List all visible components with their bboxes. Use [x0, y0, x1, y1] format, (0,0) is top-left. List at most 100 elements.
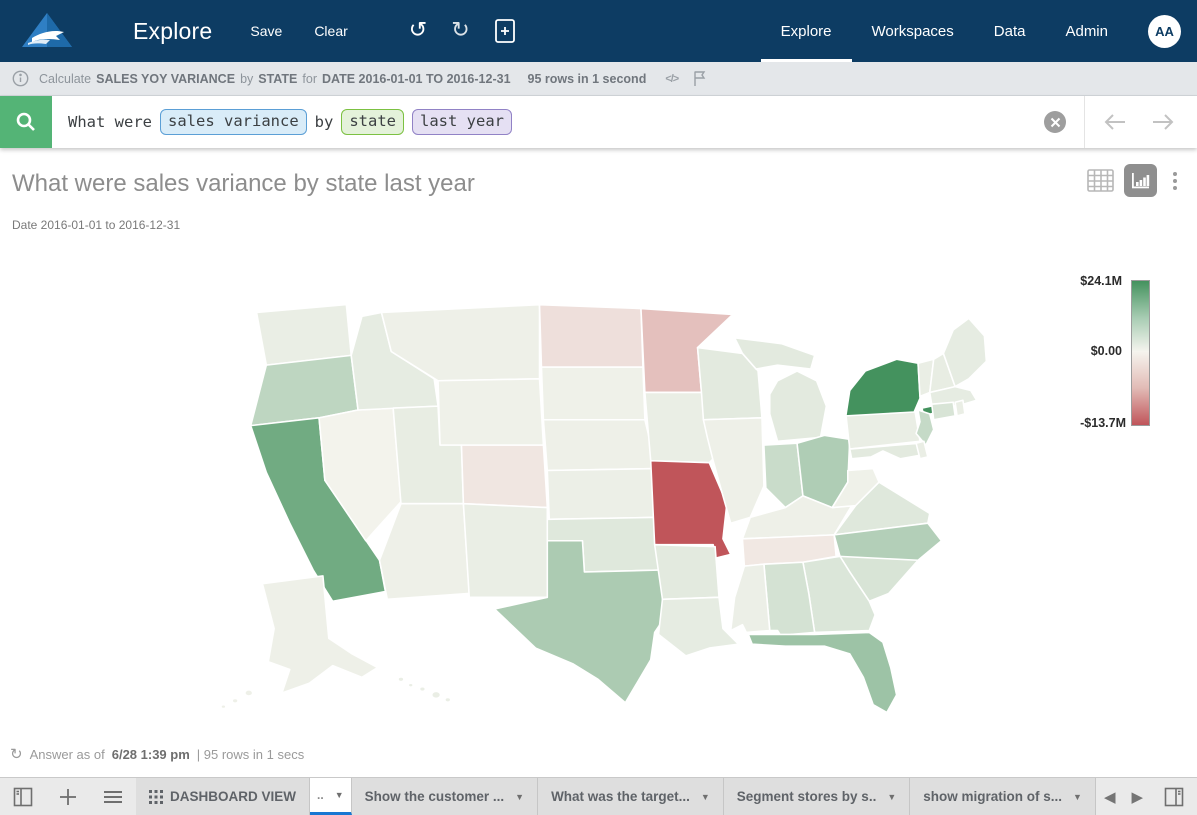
nav-explore[interactable]: Explore: [760, 0, 852, 62]
answer-timestamp: 6/28 1:39 pm: [111, 746, 190, 762]
new-answer-icon[interactable]: [494, 18, 516, 44]
view-code-icon[interactable]: </>: [665, 72, 679, 85]
chart-view-icon[interactable]: [1124, 164, 1157, 197]
chevron-down-icon[interactable]: ▼: [700, 791, 710, 802]
tab-what-was-the-target[interactable]: What was the target... ▼: [538, 778, 724, 815]
state-HI-island[interactable]: [397, 676, 405, 683]
state-HI-island[interactable]: [407, 682, 414, 688]
search-button[interactable]: [0, 96, 52, 148]
page-title: Explore: [133, 17, 213, 44]
state-AK[interactable]: [261, 575, 379, 694]
nav-data[interactable]: Data: [993, 22, 1026, 40]
state-MI_UP[interactable]: [733, 337, 816, 370]
state-AK-island[interactable]: [231, 697, 239, 704]
interpretation-daterange: DATE 2016-01-01 TO 2016-12-31: [321, 71, 511, 86]
tab-show-the-customer[interactable]: Show the customer ... ▼: [351, 778, 539, 815]
nav-admin[interactable]: Admin: [1065, 22, 1108, 40]
avatar[interactable]: AA: [1148, 14, 1181, 48]
chevron-down-icon[interactable]: ▼: [515, 791, 525, 802]
clear-query-icon[interactable]: [1044, 111, 1066, 133]
history-back-icon[interactable]: [1103, 113, 1127, 131]
state-IL[interactable]: [702, 417, 765, 524]
state-WA[interactable]: [255, 303, 352, 366]
query-interpretation-bar: Calculate SALES YOY VARIANCE by STATE fo…: [0, 62, 1197, 96]
state-VA[interactable]: [833, 481, 931, 536]
chevron-down-icon[interactable]: ▼: [887, 791, 897, 802]
state-ME[interactable]: [942, 317, 988, 388]
tab-label: show migration of s...: [923, 789, 1063, 804]
legend-min-label: -$13.7M: [1080, 416, 1126, 430]
tab-label: DASHBOARD VIEW: [170, 789, 297, 804]
state-AK-island[interactable]: [220, 703, 227, 710]
info-icon[interactable]: [12, 70, 29, 87]
token-time[interactable]: last year: [412, 109, 512, 135]
row-stats: 95 rows in 1 second: [527, 71, 647, 86]
state-HI-island[interactable]: [418, 685, 427, 693]
panel-left-icon[interactable]: [0, 778, 46, 815]
primary-nav: Explore Workspaces Data Admin AA: [760, 0, 1197, 62]
answer-panel: What were sales variance by state last y…: [0, 148, 1197, 777]
state-NY[interactable]: [845, 358, 921, 417]
state-NJ[interactable]: [915, 409, 935, 446]
state-LA[interactable]: [657, 596, 740, 657]
tab-list-icon[interactable]: [90, 778, 136, 815]
answer-title: What were sales variance by state last y…: [12, 170, 475, 197]
state-AK-island[interactable]: [244, 689, 254, 697]
tab-show-migration[interactable]: show migration of s... ▼: [910, 778, 1096, 815]
query-text: by: [314, 112, 334, 131]
tabs-scroll-left-icon[interactable]: ◀: [1103, 787, 1116, 806]
state-RI[interactable]: [954, 399, 966, 417]
state-CO[interactable]: [460, 444, 549, 509]
redo-icon[interactable]: ↻: [451, 18, 470, 43]
more-options-icon[interactable]: [1167, 168, 1183, 194]
chevron-down-icon[interactable]: ▼: [334, 790, 344, 800]
tab-label: Show the customer ...: [364, 789, 505, 804]
state-ND[interactable]: [538, 303, 644, 368]
state-CT[interactable]: [930, 401, 956, 421]
clear-button[interactable]: Clear: [314, 23, 348, 39]
state-FL[interactable]: [747, 631, 898, 714]
legend-max-label: $24.1M: [1080, 274, 1122, 288]
state-NM[interactable]: [462, 502, 549, 599]
tabs-scroll-right-icon[interactable]: ▶: [1131, 787, 1144, 806]
tab-current-answer[interactable]: .. ▼: [310, 778, 352, 815]
state-TX[interactable]: [493, 539, 670, 704]
state-IN[interactable]: [763, 442, 804, 509]
state-MS[interactable]: [729, 563, 771, 634]
search-bar: What were sales variance by state last y…: [0, 96, 1197, 148]
history-forward-icon[interactable]: [1151, 113, 1175, 131]
save-button[interactable]: Save: [250, 23, 283, 39]
refresh-icon[interactable]: ↻: [10, 745, 23, 763]
state-AZ[interactable]: [378, 502, 471, 601]
app-header: Explore Save Clear ↺ ↻ Explore Workspace…: [0, 0, 1197, 62]
search-input[interactable]: What were sales variance by state last y…: [68, 109, 512, 135]
state-DE[interactable]: [915, 440, 929, 460]
tab-dashboard-view[interactable]: DASHBOARD VIEW: [136, 778, 311, 815]
chevron-down-icon[interactable]: ▼: [1073, 791, 1082, 802]
search-divider: [1084, 96, 1085, 148]
state-WY[interactable]: [437, 378, 545, 446]
token-measure[interactable]: sales variance: [160, 109, 307, 135]
add-tab-icon[interactable]: [46, 778, 90, 815]
tab-label: Segment stores by s..: [736, 789, 877, 804]
state-MI[interactable]: [768, 370, 828, 443]
token-dimension[interactable]: state: [341, 109, 404, 135]
tab-label: What was the target...: [551, 789, 690, 804]
interpretation-word: for: [302, 71, 317, 86]
state-SD[interactable]: [540, 366, 646, 421]
nav-workspaces[interactable]: Workspaces: [871, 22, 954, 40]
answerrocket-logo-icon[interactable]: [18, 11, 76, 51]
state-HI-island[interactable]: [430, 690, 442, 700]
panel-right-icon[interactable]: [1151, 787, 1197, 807]
answer-row-stats: | 95 rows in 1 secs: [196, 746, 305, 762]
state-NE[interactable]: [542, 419, 658, 472]
table-view-icon[interactable]: [1087, 169, 1114, 192]
undo-icon[interactable]: ↺: [408, 18, 428, 43]
tab-segment-stores[interactable]: Segment stores by s.. ▼: [723, 778, 911, 815]
state-KS[interactable]: [546, 467, 660, 521]
interpretation-word: by: [240, 71, 254, 86]
map-canvas: [220, 303, 988, 714]
state-AR[interactable]: [653, 543, 720, 601]
flag-icon[interactable]: [692, 70, 707, 87]
state-HI-island[interactable]: [444, 696, 452, 703]
